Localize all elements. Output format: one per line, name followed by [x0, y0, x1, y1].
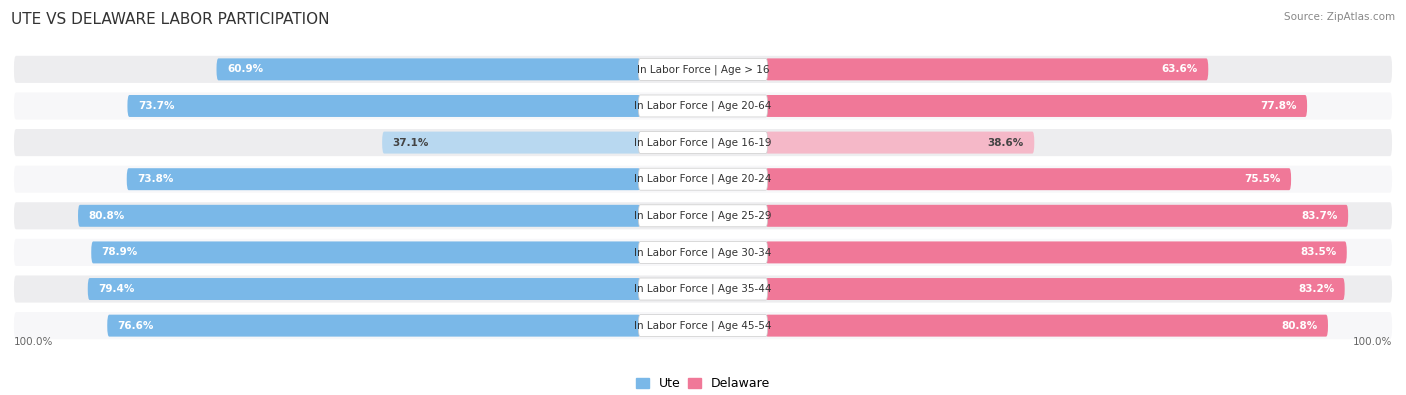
FancyBboxPatch shape: [766, 205, 1348, 227]
Text: 76.6%: 76.6%: [118, 321, 155, 331]
FancyBboxPatch shape: [91, 241, 640, 263]
FancyBboxPatch shape: [14, 56, 1392, 83]
Text: In Labor Force | Age 16-19: In Labor Force | Age 16-19: [634, 137, 772, 148]
Text: In Labor Force | Age 30-34: In Labor Force | Age 30-34: [634, 247, 772, 258]
Text: 75.5%: 75.5%: [1244, 174, 1281, 184]
FancyBboxPatch shape: [77, 205, 640, 227]
Legend: Ute, Delaware: Ute, Delaware: [631, 372, 775, 395]
FancyBboxPatch shape: [766, 168, 1291, 190]
FancyBboxPatch shape: [638, 58, 768, 80]
FancyBboxPatch shape: [638, 315, 768, 337]
Text: 80.8%: 80.8%: [1281, 321, 1317, 331]
FancyBboxPatch shape: [107, 315, 640, 337]
FancyBboxPatch shape: [638, 205, 768, 227]
FancyBboxPatch shape: [638, 241, 768, 263]
FancyBboxPatch shape: [766, 315, 1329, 337]
Text: 37.1%: 37.1%: [392, 137, 429, 148]
FancyBboxPatch shape: [217, 58, 640, 80]
Text: 83.7%: 83.7%: [1302, 211, 1337, 221]
Text: 73.8%: 73.8%: [138, 174, 173, 184]
Text: 78.9%: 78.9%: [101, 247, 138, 258]
Text: 63.6%: 63.6%: [1161, 64, 1198, 74]
FancyBboxPatch shape: [14, 92, 1392, 120]
Text: 100.0%: 100.0%: [14, 337, 53, 347]
FancyBboxPatch shape: [638, 168, 768, 190]
Text: Source: ZipAtlas.com: Source: ZipAtlas.com: [1284, 12, 1395, 22]
FancyBboxPatch shape: [14, 239, 1392, 266]
Text: In Labor Force | Age 20-24: In Labor Force | Age 20-24: [634, 174, 772, 184]
FancyBboxPatch shape: [638, 278, 768, 300]
Text: In Labor Force | Age 35-44: In Labor Force | Age 35-44: [634, 284, 772, 294]
FancyBboxPatch shape: [14, 312, 1392, 339]
FancyBboxPatch shape: [382, 132, 640, 154]
FancyBboxPatch shape: [766, 58, 1208, 80]
FancyBboxPatch shape: [14, 166, 1392, 193]
Text: 77.8%: 77.8%: [1260, 101, 1296, 111]
Text: 80.8%: 80.8%: [89, 211, 125, 221]
Text: 73.7%: 73.7%: [138, 101, 174, 111]
FancyBboxPatch shape: [766, 132, 1035, 154]
Text: In Labor Force | Age 20-64: In Labor Force | Age 20-64: [634, 101, 772, 111]
Text: In Labor Force | Age > 16: In Labor Force | Age > 16: [637, 64, 769, 75]
Text: 100.0%: 100.0%: [1353, 337, 1392, 347]
FancyBboxPatch shape: [638, 95, 768, 117]
Text: In Labor Force | Age 45-54: In Labor Force | Age 45-54: [634, 320, 772, 331]
Text: 83.2%: 83.2%: [1298, 284, 1334, 294]
FancyBboxPatch shape: [14, 129, 1392, 156]
Text: 60.9%: 60.9%: [226, 64, 263, 74]
Text: In Labor Force | Age 25-29: In Labor Force | Age 25-29: [634, 211, 772, 221]
FancyBboxPatch shape: [766, 241, 1347, 263]
FancyBboxPatch shape: [87, 278, 640, 300]
Text: 79.4%: 79.4%: [98, 284, 135, 294]
FancyBboxPatch shape: [128, 95, 640, 117]
Text: UTE VS DELAWARE LABOR PARTICIPATION: UTE VS DELAWARE LABOR PARTICIPATION: [11, 12, 330, 27]
Text: 83.5%: 83.5%: [1301, 247, 1336, 258]
FancyBboxPatch shape: [638, 132, 768, 154]
FancyBboxPatch shape: [14, 275, 1392, 303]
FancyBboxPatch shape: [127, 168, 640, 190]
FancyBboxPatch shape: [14, 202, 1392, 229]
Text: 38.6%: 38.6%: [987, 137, 1024, 148]
FancyBboxPatch shape: [766, 278, 1344, 300]
FancyBboxPatch shape: [766, 95, 1308, 117]
